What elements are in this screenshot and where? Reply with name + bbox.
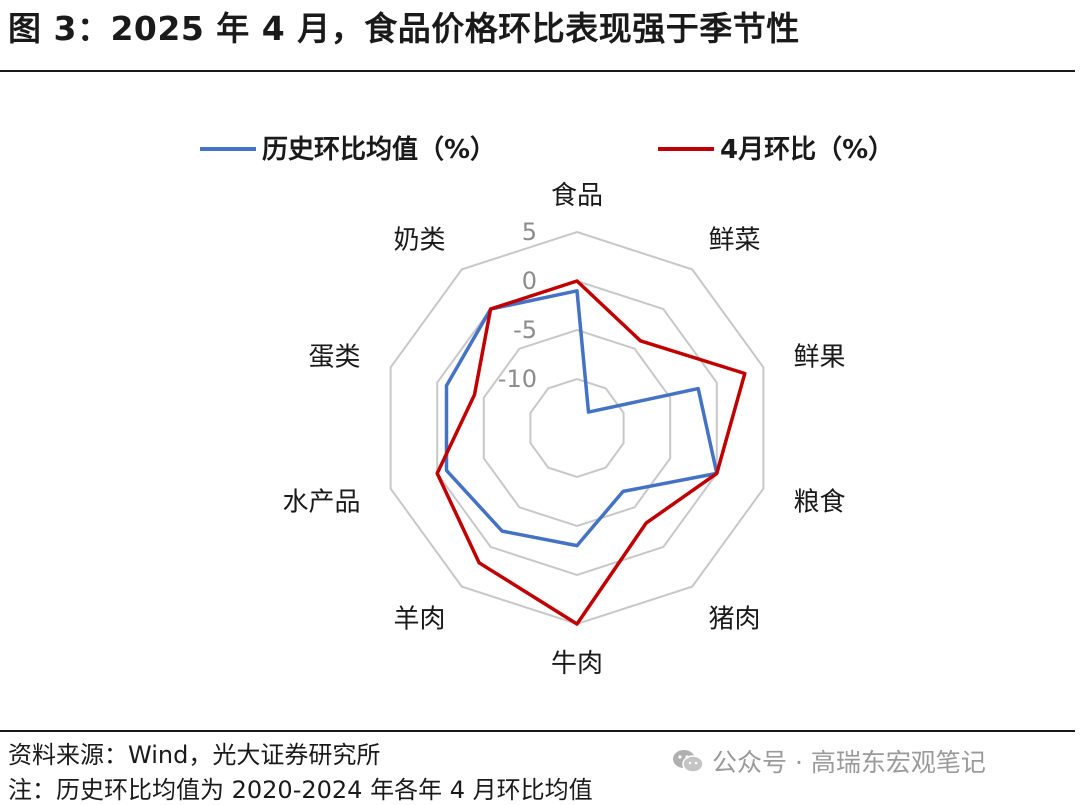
radial-tick-labels: 5 0 -5 -10 xyxy=(498,218,537,393)
category-label: 猪肉 xyxy=(709,604,761,634)
category-label: 粮食 xyxy=(794,487,846,517)
figure-title: 图 3：2025 年 4 月，食品价格环比表现强于季节性 xyxy=(8,9,800,48)
series-line-0 xyxy=(444,289,719,548)
category-label: 蛋类 xyxy=(308,343,360,373)
category-label: 羊肉 xyxy=(393,604,445,634)
radial-tick-label: -5 xyxy=(513,316,537,344)
radial-tick-label: 0 xyxy=(522,267,537,295)
series-line-1 xyxy=(435,279,747,626)
grid-ring-2 xyxy=(482,328,672,528)
radial-tick-label: 5 xyxy=(522,218,537,246)
category-label: 鲜果 xyxy=(794,343,846,373)
footer-divider xyxy=(0,730,1075,732)
watermark-text: 公众号 · 高瑞东宏观笔记 xyxy=(712,748,986,777)
watermark: 公众号 · 高瑞东宏观笔记 xyxy=(672,743,986,779)
category-label: 奶类 xyxy=(393,226,445,256)
footnote: 注：历史环比均值为 2020-2024 年各年 4 月环比均值 xyxy=(8,776,593,804)
title-divider xyxy=(0,70,1075,72)
category-label: 牛肉 xyxy=(551,649,603,679)
source-note: 资料来源：Wind，光大证券研究所 xyxy=(8,741,381,769)
grid-ring-1 xyxy=(436,279,718,577)
data-series xyxy=(435,279,747,626)
grid-ring-3 xyxy=(529,377,625,479)
wechat-icon xyxy=(673,750,704,773)
category-label: 鲜菜 xyxy=(709,226,761,256)
category-label: 水产品 xyxy=(282,487,360,517)
radar-chart-area: 历史环比均值（%） 4月环比（%） 5 0 -5 -10 食品鲜菜鲜果粮食猪肉牛肉 羊肉 水… xyxy=(0,72,1080,730)
category-label: 食品 xyxy=(551,181,603,211)
chart-legend: 历史环比均值（%） 4月环比（%） xyxy=(200,135,894,165)
radial-tick-label: -10 xyxy=(498,365,537,393)
legend-label: 历史环比均值（%） xyxy=(262,135,496,165)
legend-label: 4月环比（%） xyxy=(720,135,894,165)
